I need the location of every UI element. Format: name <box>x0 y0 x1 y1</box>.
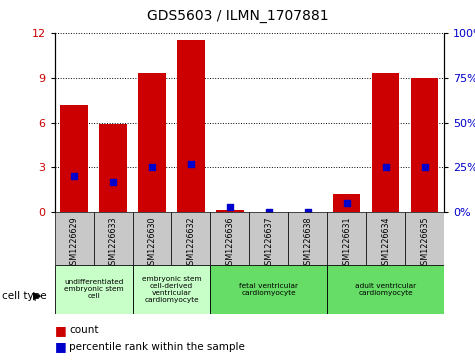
Bar <box>327 212 366 265</box>
Text: GSM1226637: GSM1226637 <box>265 217 273 270</box>
Point <box>148 164 156 170</box>
Bar <box>288 212 327 265</box>
Text: adult ventricular
cardiomyocyte: adult ventricular cardiomyocyte <box>355 283 416 296</box>
Bar <box>94 212 133 265</box>
Text: ▶: ▶ <box>33 291 41 301</box>
Bar <box>60 105 88 212</box>
Point <box>421 164 428 170</box>
Text: percentile rank within the sample: percentile rank within the sample <box>69 342 245 352</box>
Bar <box>138 73 166 212</box>
Bar <box>405 212 444 265</box>
Bar <box>171 212 210 265</box>
Text: cell type: cell type <box>2 291 47 301</box>
Bar <box>249 212 288 265</box>
Bar <box>216 210 244 212</box>
Text: fetal ventricular
cardiomyocyte: fetal ventricular cardiomyocyte <box>239 283 298 296</box>
Bar <box>55 212 94 265</box>
Text: GSM1226635: GSM1226635 <box>420 217 429 270</box>
Point <box>109 179 117 185</box>
Text: GSM1226629: GSM1226629 <box>70 217 78 270</box>
Bar <box>99 124 127 212</box>
Bar <box>133 212 171 265</box>
Text: GSM1226633: GSM1226633 <box>109 217 117 270</box>
Text: GSM1226632: GSM1226632 <box>187 217 195 270</box>
Text: GSM1226636: GSM1226636 <box>226 217 234 270</box>
Point <box>382 164 390 170</box>
Bar <box>177 40 205 212</box>
Text: GSM1226630: GSM1226630 <box>148 217 156 270</box>
Bar <box>210 212 249 265</box>
Point <box>343 200 351 206</box>
Bar <box>366 212 405 265</box>
Text: count: count <box>69 325 98 335</box>
Point <box>226 204 234 210</box>
Bar <box>333 195 361 212</box>
Point <box>70 174 78 179</box>
Point <box>265 209 273 215</box>
Point <box>187 161 195 167</box>
Bar <box>55 265 133 314</box>
Bar <box>210 265 327 314</box>
Bar <box>372 73 399 212</box>
Text: embryonic stem
cell-derived
ventricular
cardiomyocyte: embryonic stem cell-derived ventricular … <box>142 276 201 303</box>
Bar <box>327 265 444 314</box>
Bar <box>411 78 438 212</box>
Text: GDS5603 / ILMN_1707881: GDS5603 / ILMN_1707881 <box>147 9 328 23</box>
Bar <box>133 265 210 314</box>
Text: GSM1226631: GSM1226631 <box>342 217 351 270</box>
Text: undifferentiated
embryonic stem
cell: undifferentiated embryonic stem cell <box>64 280 124 299</box>
Text: ■: ■ <box>55 340 66 353</box>
Point <box>304 209 312 215</box>
Text: GSM1226638: GSM1226638 <box>304 217 312 270</box>
Text: GSM1226634: GSM1226634 <box>381 217 390 270</box>
Text: ■: ■ <box>55 324 66 337</box>
